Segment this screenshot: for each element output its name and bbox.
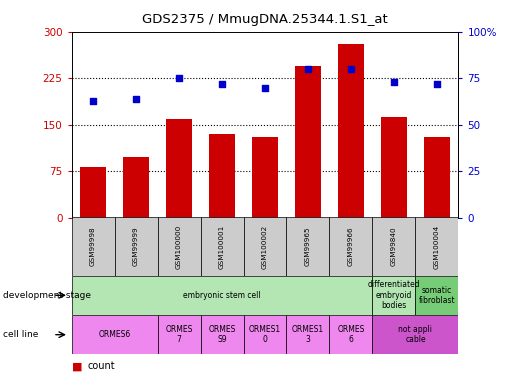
Bar bbox=[72, 315, 157, 354]
Text: GSM100000: GSM100000 bbox=[176, 224, 182, 268]
Text: ORMES1
3: ORMES1 3 bbox=[292, 325, 324, 344]
Bar bbox=[416, 276, 458, 315]
Text: GDS2375 / MmugDNA.25344.1.S1_at: GDS2375 / MmugDNA.25344.1.S1_at bbox=[142, 13, 388, 26]
Bar bbox=[200, 315, 243, 354]
Bar bbox=[243, 315, 287, 354]
Bar bbox=[424, 137, 450, 218]
Point bbox=[390, 79, 398, 85]
Point bbox=[347, 66, 355, 72]
Point bbox=[432, 81, 441, 87]
Text: somatic
fibroblast: somatic fibroblast bbox=[419, 286, 455, 305]
Bar bbox=[381, 117, 407, 218]
Text: cell line: cell line bbox=[3, 330, 38, 339]
Bar bbox=[338, 44, 364, 218]
Bar bbox=[373, 217, 416, 276]
Text: differentiated
embryoid
bodies: differentiated embryoid bodies bbox=[368, 280, 420, 310]
Point bbox=[132, 96, 140, 102]
Text: count: count bbox=[87, 361, 115, 371]
Point bbox=[89, 98, 98, 104]
Bar bbox=[287, 217, 330, 276]
Text: GSM100002: GSM100002 bbox=[262, 224, 268, 268]
Text: GSM99998: GSM99998 bbox=[90, 227, 96, 266]
Bar bbox=[157, 315, 200, 354]
Text: embryonic stem cell: embryonic stem cell bbox=[183, 291, 261, 300]
Text: ORMES1
0: ORMES1 0 bbox=[249, 325, 281, 344]
Bar bbox=[287, 315, 330, 354]
Text: GSM99965: GSM99965 bbox=[305, 227, 311, 266]
Bar bbox=[243, 217, 287, 276]
Text: GSM100004: GSM100004 bbox=[434, 224, 440, 268]
Text: GSM99840: GSM99840 bbox=[391, 227, 397, 266]
Bar bbox=[72, 217, 114, 276]
Bar bbox=[416, 217, 458, 276]
Bar bbox=[373, 276, 416, 315]
Bar bbox=[114, 217, 157, 276]
Text: ORMES
7: ORMES 7 bbox=[165, 325, 193, 344]
Bar bbox=[157, 217, 200, 276]
Bar bbox=[72, 276, 373, 315]
Text: ORMES
6: ORMES 6 bbox=[337, 325, 365, 344]
Point bbox=[261, 85, 269, 91]
Text: GSM99966: GSM99966 bbox=[348, 227, 354, 266]
Bar bbox=[166, 118, 192, 218]
Bar bbox=[330, 217, 373, 276]
Bar bbox=[252, 137, 278, 218]
Bar bbox=[373, 315, 458, 354]
Point bbox=[175, 75, 183, 81]
Bar bbox=[295, 66, 321, 218]
Bar bbox=[123, 158, 149, 218]
Text: ORMES6: ORMES6 bbox=[99, 330, 131, 339]
Text: ORMES
S9: ORMES S9 bbox=[208, 325, 236, 344]
Point bbox=[218, 81, 226, 87]
Text: ■: ■ bbox=[72, 361, 82, 371]
Point bbox=[304, 66, 312, 72]
Bar bbox=[330, 315, 373, 354]
Text: GSM100001: GSM100001 bbox=[219, 224, 225, 268]
Text: not appli
cable: not appli cable bbox=[399, 325, 432, 344]
Text: GSM99999: GSM99999 bbox=[133, 227, 139, 266]
Bar bbox=[80, 167, 106, 218]
Bar bbox=[200, 217, 243, 276]
Bar bbox=[209, 134, 235, 218]
Text: development stage: development stage bbox=[3, 291, 91, 300]
